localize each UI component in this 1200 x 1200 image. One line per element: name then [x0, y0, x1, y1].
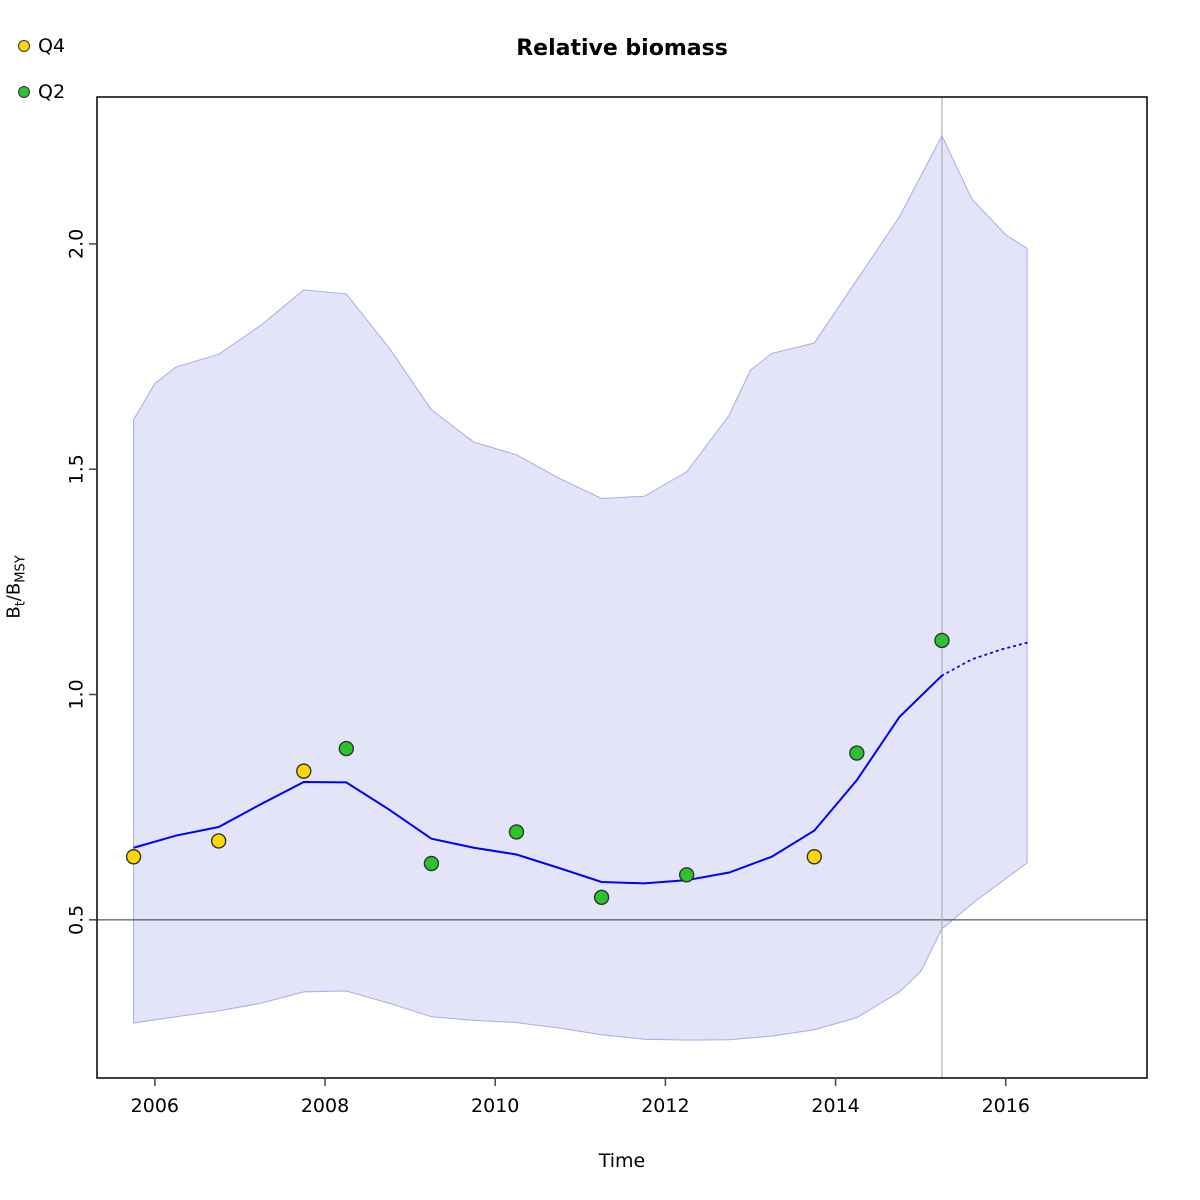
- data-point-q2: [934, 632, 950, 649]
- data-point-q4: [125, 849, 142, 865]
- confidence-band: [133, 134, 1028, 1041]
- x-axis-label: Time: [598, 1150, 646, 1172]
- y-tick-label: 0.5: [66, 905, 88, 935]
- x-tick-label: 2014: [811, 1095, 859, 1117]
- x-tick-label: 2010: [471, 1095, 519, 1117]
- y-tick-label: 1.0: [66, 679, 88, 709]
- legend-label-q2: Q2: [38, 81, 66, 103]
- median-forecast-line: [941, 641, 1028, 677]
- data-point-q2: [423, 855, 440, 872]
- q4-marker-icon: [18, 40, 30, 52]
- x-tick-label: 2016: [982, 1095, 1030, 1117]
- legend-item-q4: Q4: [18, 30, 65, 62]
- median-line: [133, 674, 943, 885]
- x-tick-label: 2006: [131, 1095, 179, 1117]
- chart-title: Relative biomass: [516, 36, 728, 61]
- x-tick-label: 2012: [641, 1095, 689, 1117]
- y-tick-label: 1.5: [66, 454, 88, 484]
- y-tick-label: 2.0: [66, 229, 88, 259]
- legend-label-q4: Q4: [38, 35, 66, 57]
- data-point-q2: [849, 745, 865, 761]
- plot-border: [96, 96, 1148, 1079]
- legend-item-q2: Q2: [18, 76, 65, 108]
- x-tick-label: 2008: [301, 1095, 349, 1117]
- data-point-q4: [806, 849, 823, 865]
- data-point-q2: [508, 824, 525, 840]
- q2-marker-icon: [18, 86, 30, 98]
- data-point-q2: [338, 740, 355, 757]
- data-point-q2: [678, 867, 695, 883]
- legend: Q4 Q2: [18, 30, 65, 122]
- data-point-q2: [593, 889, 610, 906]
- data-point-q4: [296, 763, 312, 779]
- data-point-q4: [210, 833, 227, 849]
